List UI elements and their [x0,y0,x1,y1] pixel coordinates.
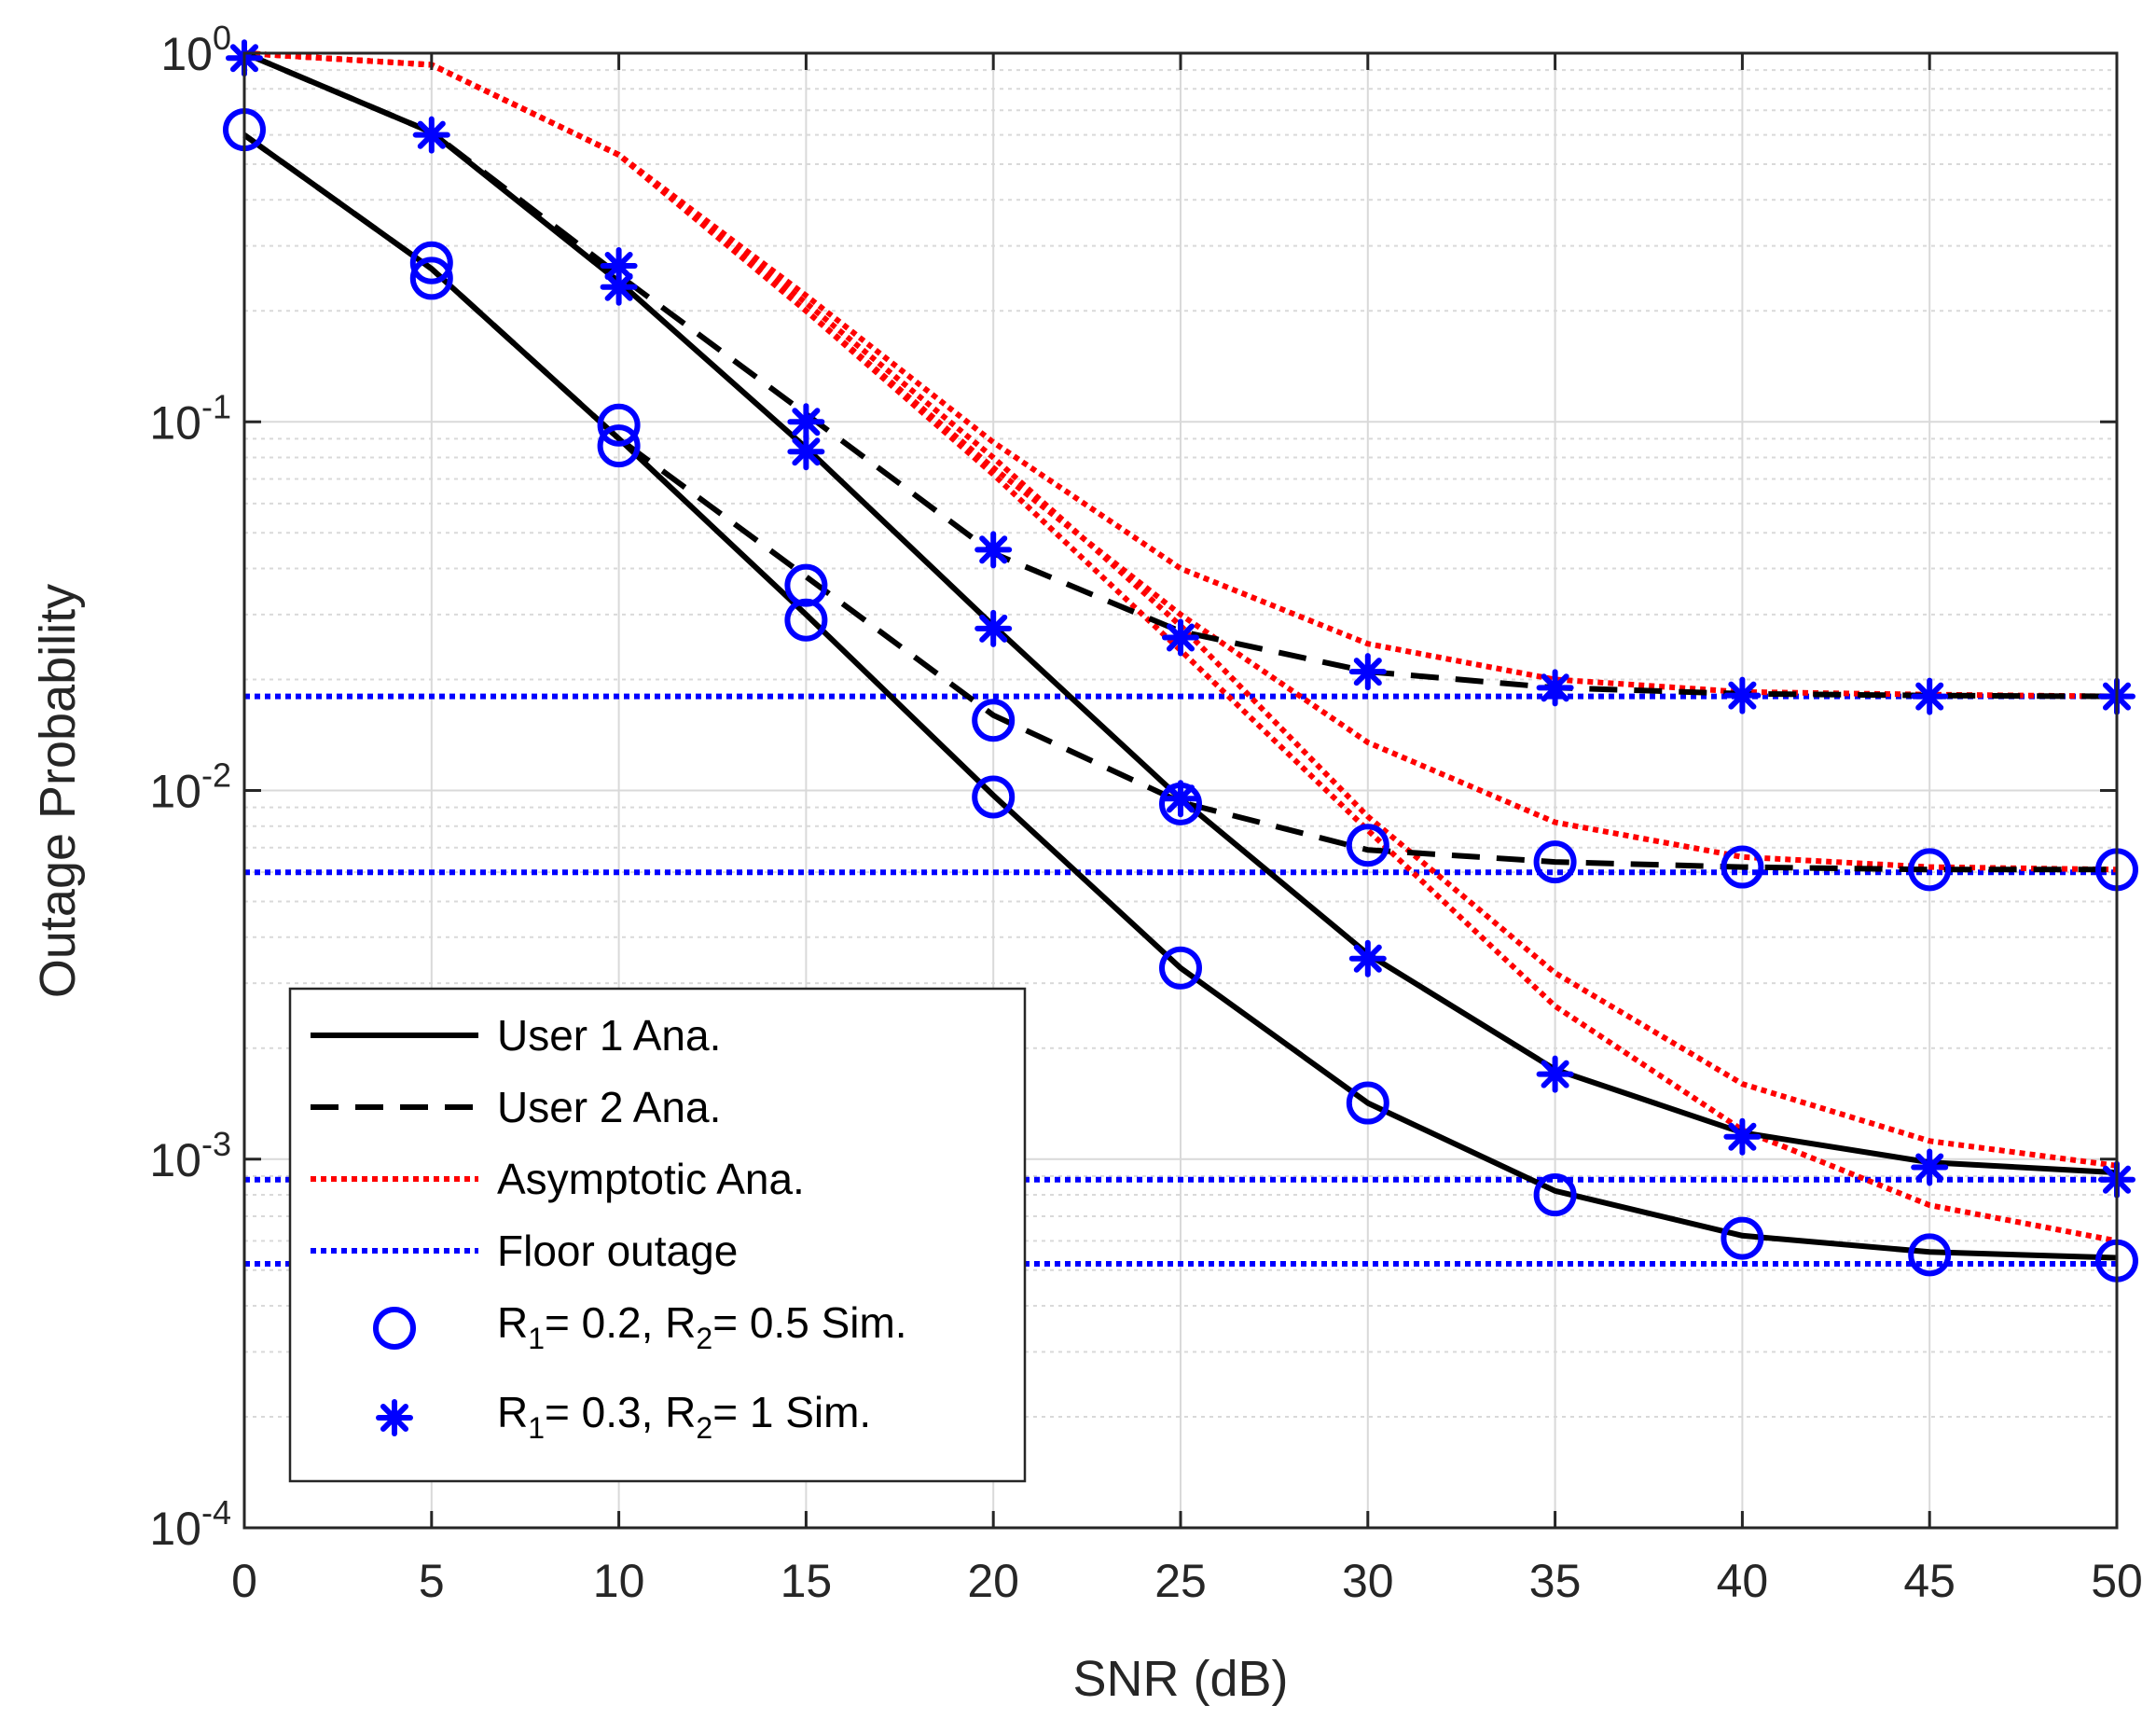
y-tick-label-0: 100 [160,19,231,80]
legend-label-circle-sim: R1= 0.2, R2= 0.5 Sim. [497,1298,907,1355]
sim-asterisk-marker-17-stroke-3 [1915,1153,1944,1182]
sim-circle-marker-13 [1533,840,1577,884]
sim-asterisk-marker-16-stroke-3 [1915,682,1944,711]
series-line-0 [242,132,2118,1261]
sim-asterisk-marker-7-stroke-3 [979,614,1008,643]
sim-asterisk-marker-15 [1723,1117,1762,1156]
sim-asterisk-marker-4 [787,403,825,441]
legend: User 1 Ana. User 2 Ana. Asymptotic Ana. … [288,987,1027,1483]
sim-circle-marker-16 [1721,1216,1764,1260]
sim-asterisk-marker-11-stroke-3 [1353,944,1382,973]
x-tick-label-50: 50 [2091,1555,2143,1607]
sim-circle-marker-18 [1908,1233,1952,1277]
series-line-5 [243,50,2118,873]
legend-label-user2: User 2 Ana. [497,1083,721,1131]
sim-asterisk-marker-8-stroke-3 [1166,623,1195,652]
y-tick-label--2: 10-2 [149,756,231,818]
series-line-3 [242,50,2118,700]
x-tick-label-20: 20 [967,1555,1019,1607]
sim-asterisk-marker-6-stroke-3 [979,535,1008,564]
sim-circle-marker-2 [409,256,453,300]
sim-asterisk-marker-2-stroke-3 [604,251,633,280]
sim-asterisk-marker-14-stroke-3 [1728,681,1757,710]
sim-circle-marker-12 [1346,1081,1389,1125]
sim-asterisk-marker-15-stroke-3 [1728,1122,1757,1151]
sim-asterisk-marker-10 [1348,653,1387,691]
x-axis-label: SNR (dB) [1072,1651,1288,1707]
sim-circle-marker-11 [1346,824,1389,867]
x-tick-label-10: 10 [593,1555,645,1607]
legend-label-asymptotic: Asymptotic Ana. [497,1155,805,1203]
sim-circle-marker-4 [597,424,641,468]
sim-circle-marker-15 [1721,845,1764,889]
legend-box [288,987,1027,1483]
sim-asterisk-marker-5-stroke-3 [792,437,821,466]
sim-circle-marker-7 [972,699,1016,742]
legend-label-floor: Floor outage [497,1227,738,1275]
legend-asterisk-glyph-stroke-3 [380,1403,409,1433]
y-axis-label: Outage Probability [30,584,86,998]
sim-asterisk-marker-4-stroke-3 [792,408,821,437]
legend-label-user1: User 1 Ana. [497,1011,721,1060]
sim-asterisk-marker-1 [412,116,450,154]
sim-circle-marker-3 [597,403,641,447]
sim-circle-marker-14 [1533,1173,1577,1217]
x-tick-label-45: 45 [1903,1555,1956,1607]
sim-asterisk-marker-7 [974,609,1013,647]
sim-asterisk-marker-13 [1536,1055,1574,1093]
y-tick-label--4: 10-4 [149,1493,231,1555]
x-tick-label-25: 25 [1154,1555,1207,1607]
series-line-4 [243,50,2118,700]
x-tick-label-0: 0 [231,1555,257,1607]
legend-circle-marker-sample [373,1307,416,1350]
sim-asterisk-marker-17 [1911,1148,1949,1186]
sim-asterisk-marker-1-stroke-3 [417,120,446,149]
sim-asterisk-marker-9-stroke-3 [1166,784,1195,813]
sim-asterisk-marker-14 [1723,676,1762,714]
sim-asterisk-marker-3 [600,268,638,306]
y-tick-label--1: 10-1 [149,387,231,449]
sim-circle-marker-10 [1159,946,1202,990]
x-tick-label-40: 40 [1717,1555,1769,1607]
simulation-markers [223,39,2138,1282]
series-line-7 [243,50,2118,1244]
sim-asterisk-marker-16 [1911,677,1949,715]
x-tick-label-15: 15 [781,1555,833,1607]
sim-asterisk-marker-11 [1348,939,1387,977]
legend-asterisk-glyph [376,1399,413,1436]
sim-circle-marker-6 [784,598,828,642]
sim-asterisk-marker-13-stroke-3 [1541,1060,1569,1088]
sim-asterisk-marker-12-stroke-3 [1541,673,1569,702]
sim-asterisk-marker-5 [787,433,825,471]
sim-asterisk-marker-6 [974,531,1013,569]
legend-label-asterisk-sim: R1= 0.3, R2= 1 Sim. [497,1388,871,1445]
axis-ticks: 0 5 10 15 20 25 30 35 40 45 50 100 10-1 10-2 10-3 10-4 [149,19,2142,1607]
y-tick-label--3: 10-3 [149,1125,231,1186]
sim-asterisk-marker-8 [1162,618,1199,657]
sim-circle-marker-1 [409,241,453,284]
sim-asterisk-marker-10-stroke-3 [1353,658,1382,686]
x-tick-label-5: 5 [419,1555,445,1607]
x-tick-label-30: 30 [1342,1555,1394,1607]
x-tick-label-35: 35 [1529,1555,1582,1607]
sim-asterisk-marker-3-stroke-3 [604,272,633,301]
legend-asterisk-marker-sample [376,1399,413,1436]
sim-circle-marker-8 [972,775,1016,819]
sim-asterisk-marker-9 [1162,780,1199,818]
sim-asterisk-marker-12 [1536,669,1574,707]
sim-circle-marker-17 [1908,848,1952,892]
